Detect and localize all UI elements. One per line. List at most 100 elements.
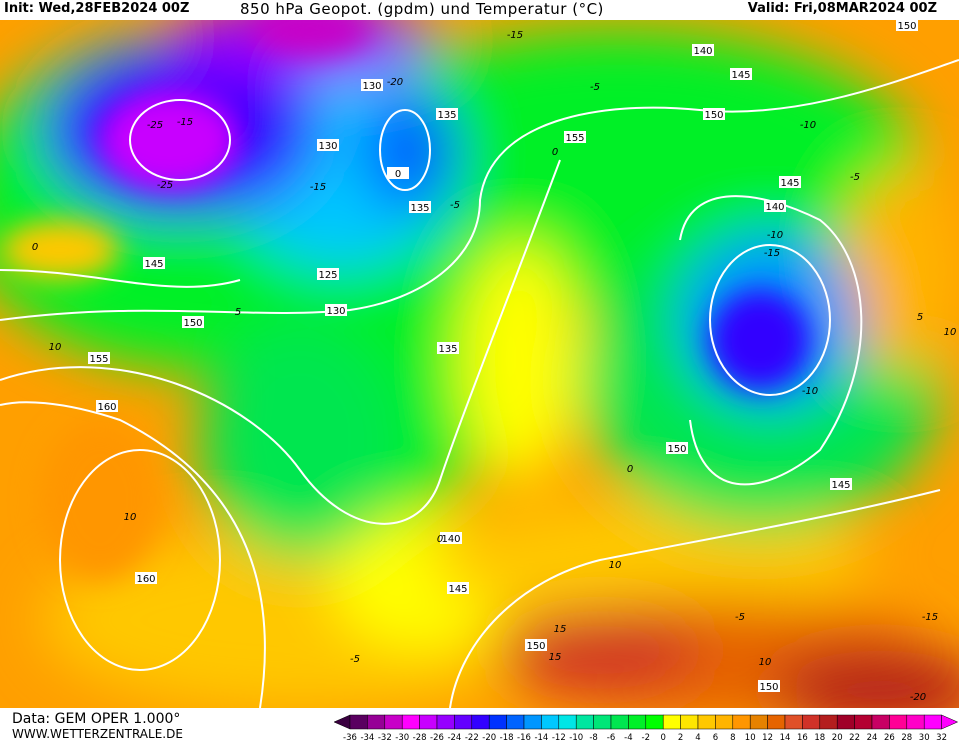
temperature-label: -5 — [850, 172, 860, 183]
geopotential-label-text: 135 — [438, 344, 457, 355]
geopotential-label: 150 — [758, 680, 780, 693]
temperature-label: -15 — [507, 30, 523, 41]
colorbar-tick-label: -10 — [569, 733, 583, 741]
colorbar-tick-label: 30 — [919, 733, 930, 741]
colorbar-box — [610, 714, 629, 730]
colorbar-tick-label: 10 — [745, 733, 756, 741]
colorbar-box — [436, 714, 455, 730]
colorbar-box — [836, 714, 855, 730]
geopotential-label: 130 — [317, 139, 339, 152]
colorbar-box — [715, 714, 734, 730]
colorbar-box — [802, 714, 821, 730]
colorbar-tick-label: -20 — [482, 733, 496, 741]
geopotential-label: 150 — [703, 108, 725, 121]
colorbar-tick-label: -18 — [500, 733, 514, 741]
geopotential-label: 130 — [325, 304, 347, 317]
colorbar-box — [819, 714, 838, 730]
temperature-label: -20 — [387, 77, 403, 88]
colorbar-tick-label: -28 — [413, 733, 427, 741]
colorbar-low-arrow — [333, 714, 351, 730]
colorbar-box — [367, 714, 386, 730]
colorbar-box — [384, 714, 403, 730]
colorbar-box — [749, 714, 768, 730]
colorbar-box — [541, 714, 560, 730]
colorbar-box — [697, 714, 716, 730]
colorbar-tick-label: -34 — [360, 733, 374, 741]
colorbar-tick-label: 32 — [936, 733, 947, 741]
temperature-label: 0 — [437, 534, 443, 545]
colorbar-box — [593, 714, 612, 730]
temperature-label: -5 — [350, 654, 360, 665]
colorbar-box — [401, 714, 420, 730]
colorbar-tick-label: -12 — [552, 733, 566, 741]
geopotential-label: 140 — [692, 44, 714, 57]
geopotential-label-text: 150 — [183, 318, 202, 329]
temperature-label: -10 — [802, 386, 818, 397]
colorbar-tick-label: -22 — [465, 733, 479, 741]
temperature-field — [0, 20, 959, 708]
colorbar-box — [767, 714, 786, 730]
geopotential-label-text: 150 — [526, 641, 545, 652]
colorbar-box — [488, 714, 507, 730]
geopotential-label-text: 130 — [318, 141, 337, 152]
temperature-label: -10 — [800, 120, 816, 131]
geopotential-label-text: 145 — [144, 259, 163, 270]
geopotential-label-text: 155 — [89, 354, 108, 365]
temperature-label: 10 — [49, 342, 62, 353]
temperature-label: 0 — [627, 464, 633, 475]
colorbar-box — [680, 714, 699, 730]
geopotential-label-text: 145 — [448, 584, 467, 595]
geopotential-label: 160 — [135, 572, 157, 585]
geopotential-label-text: 140 — [765, 202, 784, 213]
geopotential-label: 145 — [143, 257, 165, 270]
geopotential-label-text: 160 — [97, 402, 116, 413]
colorbar-box — [923, 714, 942, 730]
geopotential-label: 130 — [361, 79, 383, 92]
temperature-label: 15 — [554, 624, 567, 635]
geopotential-contours — [0, 59, 959, 708]
colorbar-box — [523, 714, 542, 730]
colorbar-tick-label: 14 — [780, 733, 791, 741]
geopotential-label-text: 145 — [780, 178, 799, 189]
temperature-label: 0 — [32, 242, 38, 253]
colorbar-box — [871, 714, 890, 730]
colorbar-box — [889, 714, 908, 730]
geopotential-label-text: 135 — [410, 203, 429, 214]
geopotential-label-text: 145 — [831, 480, 850, 491]
temperature-label: -5 — [735, 612, 745, 623]
geopotential-label-text: 0 — [395, 169, 401, 180]
geopotential-label: 135 — [409, 201, 431, 214]
temperature-label: -25 — [157, 180, 173, 191]
temperature-label: 10 — [944, 327, 957, 338]
geopotential-label: 135 — [437, 342, 459, 355]
colorbar-box — [854, 714, 873, 730]
colorbar-tick-label: -26 — [430, 733, 444, 741]
temperature-label: -10 — [767, 230, 783, 241]
colorbar-tick-label: -24 — [447, 733, 461, 741]
temperature-label: -15 — [764, 248, 780, 259]
weather-map: 1501401451501301350155130135145140125130… — [0, 20, 959, 708]
geopotential-label: 155 — [88, 352, 110, 365]
colorbar-tick-label: 24 — [867, 733, 878, 741]
temperature-label: 10 — [124, 512, 137, 523]
colorbar-tick-label: 8 — [730, 733, 735, 741]
temperature-label: -25 — [147, 120, 163, 131]
map-title: 850 hPa Geopot. (gpdm) und Temperatur (°… — [240, 0, 604, 18]
contour-labels: 1501401451501301350155130135145140125130… — [32, 20, 957, 703]
geopotential-label-text: 135 — [437, 110, 456, 121]
colorbar-tick-label: 28 — [901, 733, 912, 741]
geopotential-label-text: 140 — [441, 534, 460, 545]
geopotential-label-text: 160 — [136, 574, 155, 585]
geopotential-label-text: 130 — [326, 306, 345, 317]
colorbar-box — [575, 714, 594, 730]
geopotential-label: 145 — [447, 582, 469, 595]
colorbar-high-arrow — [941, 714, 959, 730]
init-time: Init: Wed,28FEB2024 00Z — [4, 1, 190, 16]
geopotential-label-text: 150 — [897, 21, 916, 32]
temperature-label: 10 — [609, 560, 622, 571]
geopotential-label: 145 — [779, 176, 801, 189]
geopotential-label: 145 — [730, 68, 752, 81]
geopotential-label: 140 — [440, 532, 462, 545]
temperature-label: -5 — [590, 82, 600, 93]
colorbar-tick-label: 0 — [660, 733, 665, 741]
